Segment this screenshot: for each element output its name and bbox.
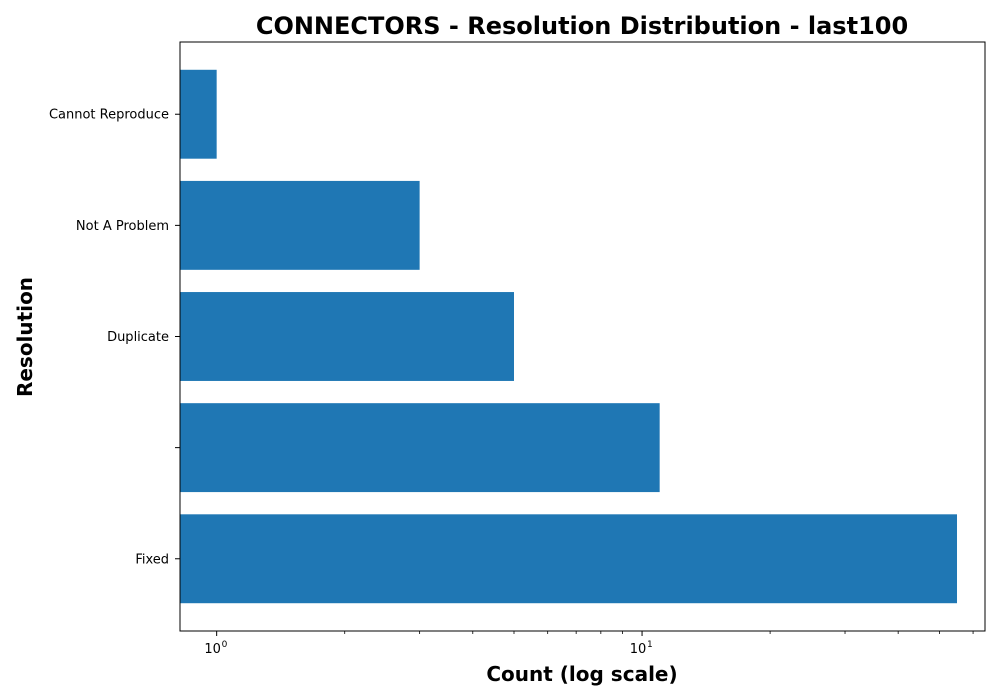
x-tick-label: 10	[204, 642, 221, 657]
bar-duplicate	[180, 292, 515, 381]
y-tick-label: Cannot Reproduce	[49, 108, 169, 123]
y-axis-label: Resolution	[13, 277, 37, 397]
y-axis-ticks: Fixed Duplicate Not A Problem Cannot Reprod…	[49, 108, 180, 567]
bar-not-a-problem	[180, 180, 420, 270]
y-tick-label: Not A Problem	[76, 219, 169, 234]
bars-group	[180, 69, 958, 604]
x-axis-label: Count (log scale)	[486, 662, 677, 686]
x-axis-ticks: 10 0 10 1	[204, 631, 974, 657]
bar-fixed	[180, 514, 958, 604]
chart-title: CONNECTORS - Resolution Distribution - l…	[256, 12, 908, 40]
bar-unlabeled	[180, 403, 660, 493]
plot-frame	[179, 41, 986, 632]
x-tick-exponent: 1	[647, 640, 653, 650]
y-tick-label: Duplicate	[107, 330, 169, 345]
x-tick-label: 10	[630, 642, 647, 657]
y-tick-label: Fixed	[135, 552, 169, 567]
bar-cannot-reproduce	[180, 69, 217, 159]
x-tick-exponent: 0	[222, 640, 228, 650]
